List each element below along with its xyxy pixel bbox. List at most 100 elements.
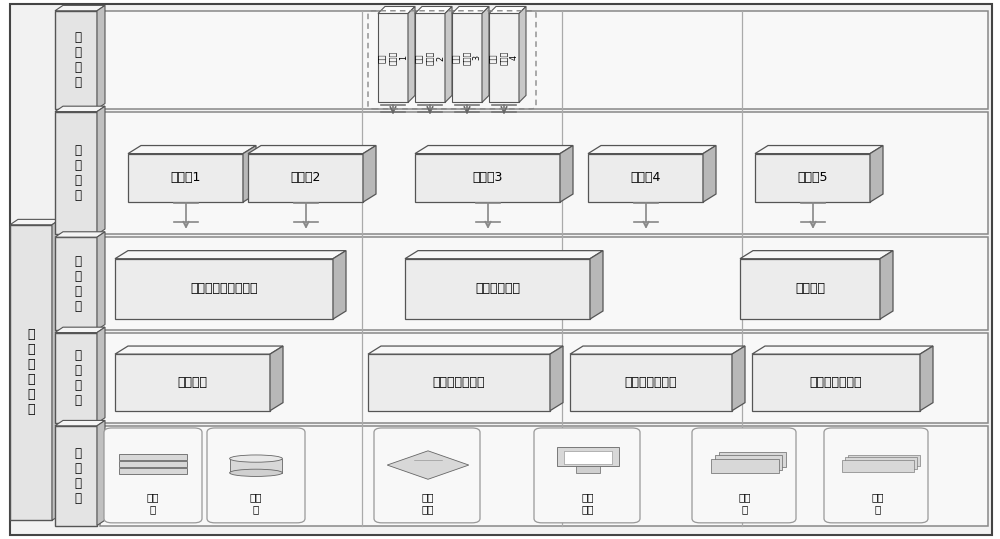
Text: 任
务
管
控
平
台: 任 务 管 控 平 台: [27, 328, 35, 417]
Polygon shape: [115, 346, 283, 354]
FancyBboxPatch shape: [207, 428, 305, 523]
Polygon shape: [732, 346, 745, 411]
Bar: [10, 225, 52, 520]
Polygon shape: [703, 146, 716, 202]
Bar: [740, 259, 880, 319]
Text: 平台内核: 平台内核: [178, 376, 208, 389]
Bar: [415, 13, 445, 102]
Bar: [248, 154, 363, 202]
Polygon shape: [415, 146, 573, 154]
Bar: [752, 354, 920, 411]
Text: 专
用
插
件: 专 用 插 件: [75, 31, 82, 89]
Text: 专用
插件组
1: 专用 插件组 1: [378, 51, 408, 65]
Text: 通
用
插
件: 通 用 插 件: [75, 144, 82, 202]
Bar: [570, 354, 732, 411]
Bar: [715, 455, 782, 469]
Bar: [55, 11, 97, 109]
Bar: [128, 154, 243, 202]
Bar: [842, 460, 914, 472]
Bar: [755, 154, 870, 202]
Polygon shape: [740, 251, 893, 259]
Polygon shape: [10, 219, 60, 225]
Bar: [564, 451, 612, 464]
Bar: [405, 259, 590, 319]
Polygon shape: [248, 146, 376, 154]
Text: 路由
器: 路由 器: [739, 492, 751, 514]
Text: 安全控制插件包: 安全控制插件包: [810, 376, 862, 389]
Text: 专用
插件组
3: 专用 插件组 3: [452, 51, 482, 65]
Bar: [55, 426, 97, 526]
Polygon shape: [55, 232, 105, 237]
Bar: [119, 461, 187, 467]
FancyBboxPatch shape: [692, 428, 796, 523]
Bar: [230, 459, 282, 473]
Bar: [119, 454, 187, 460]
Polygon shape: [97, 5, 105, 109]
Bar: [115, 259, 333, 319]
Polygon shape: [752, 346, 933, 354]
Text: 专用
插件组
2: 专用 插件组 2: [415, 51, 445, 65]
Text: 插件管理: 插件管理: [795, 282, 825, 295]
Text: 专用
插件组
4: 专用 插件组 4: [489, 51, 519, 65]
Polygon shape: [482, 6, 489, 102]
Polygon shape: [55, 5, 105, 11]
Polygon shape: [52, 219, 60, 520]
Text: 数据
库: 数据 库: [250, 492, 262, 514]
Bar: [55, 112, 97, 234]
Polygon shape: [590, 251, 603, 319]
Text: 基
础
平
台: 基 础 平 台: [75, 349, 82, 407]
Bar: [368, 354, 550, 411]
Polygon shape: [550, 346, 563, 411]
Polygon shape: [55, 420, 105, 426]
Polygon shape: [415, 6, 452, 13]
Polygon shape: [920, 346, 933, 411]
Text: 插件组2: 插件组2: [290, 171, 321, 184]
Bar: [100, 426, 988, 526]
Polygon shape: [97, 420, 105, 526]
Polygon shape: [378, 6, 415, 13]
FancyBboxPatch shape: [104, 428, 202, 523]
Polygon shape: [55, 327, 105, 333]
Bar: [100, 11, 988, 109]
Polygon shape: [570, 346, 745, 354]
Text: 集
成
框
架: 集 成 框 架: [75, 254, 82, 313]
Bar: [115, 354, 270, 411]
Text: 应用集成管理: 应用集成管理: [475, 282, 520, 295]
Polygon shape: [333, 251, 346, 319]
Bar: [851, 452, 923, 464]
Bar: [845, 457, 917, 469]
Bar: [711, 459, 779, 473]
Bar: [848, 455, 920, 466]
Text: 平台核心插件包: 平台核心插件包: [433, 376, 485, 389]
Polygon shape: [270, 346, 283, 411]
FancyBboxPatch shape: [824, 428, 928, 523]
Polygon shape: [97, 232, 105, 330]
Polygon shape: [243, 146, 256, 202]
Text: 插件组5: 插件组5: [797, 171, 828, 184]
Bar: [119, 468, 187, 474]
Text: 插件组3: 插件组3: [472, 171, 503, 184]
Polygon shape: [445, 6, 452, 102]
Bar: [576, 466, 600, 473]
Text: 交换
机: 交换 机: [872, 492, 884, 514]
Polygon shape: [452, 6, 489, 13]
Polygon shape: [97, 327, 105, 423]
Text: 支
撑
环
境: 支 撑 环 境: [75, 447, 82, 505]
Text: 存设
储备: 存设 储备: [422, 492, 434, 514]
Polygon shape: [363, 146, 376, 202]
FancyBboxPatch shape: [374, 428, 480, 523]
Bar: [100, 237, 988, 330]
Text: 数据标准与集成规范: 数据标准与集成规范: [190, 282, 258, 295]
Text: 插件组4: 插件组4: [630, 171, 661, 184]
Text: 插件组1: 插件组1: [170, 171, 201, 184]
Bar: [378, 13, 408, 102]
Polygon shape: [55, 106, 105, 112]
Polygon shape: [408, 6, 415, 102]
Bar: [55, 333, 97, 423]
Bar: [100, 333, 988, 423]
Text: 服务
器: 服务 器: [147, 492, 159, 514]
Bar: [719, 452, 786, 467]
Polygon shape: [588, 146, 716, 154]
Bar: [452, 13, 482, 102]
Polygon shape: [560, 146, 573, 202]
